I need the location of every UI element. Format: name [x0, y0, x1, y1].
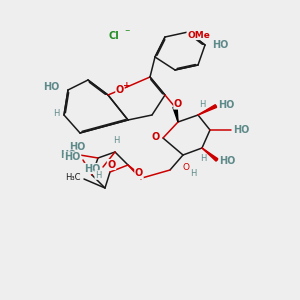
- Text: HO: HO: [60, 150, 76, 160]
- Text: HO: HO: [64, 152, 81, 162]
- Text: +: +: [123, 81, 130, 90]
- Text: H: H: [199, 100, 206, 109]
- Text: HO: HO: [84, 164, 101, 173]
- Text: H: H: [95, 170, 101, 179]
- Polygon shape: [198, 105, 217, 115]
- Text: HO: HO: [219, 157, 236, 166]
- Text: O: O: [182, 163, 190, 172]
- Text: O: O: [107, 160, 116, 170]
- Text: H: H: [190, 169, 197, 178]
- Text: H: H: [113, 136, 120, 145]
- Text: H: H: [53, 109, 60, 118]
- Text: HO: HO: [69, 142, 85, 152]
- Text: HO: HO: [212, 40, 228, 50]
- Text: H: H: [200, 154, 207, 163]
- Text: O: O: [152, 131, 160, 142]
- Text: HO: HO: [233, 125, 250, 135]
- Text: HO: HO: [218, 100, 235, 110]
- Text: O: O: [174, 99, 182, 109]
- Text: H₃C: H₃C: [65, 173, 81, 182]
- Text: HO: HO: [43, 82, 60, 92]
- Polygon shape: [128, 165, 143, 179]
- Text: O: O: [116, 85, 124, 95]
- Text: Cl: Cl: [109, 31, 119, 41]
- Polygon shape: [202, 148, 218, 161]
- Text: ⁻: ⁻: [125, 28, 130, 38]
- Text: OMe: OMe: [187, 31, 210, 40]
- Text: O: O: [135, 169, 143, 178]
- Polygon shape: [173, 106, 178, 122]
